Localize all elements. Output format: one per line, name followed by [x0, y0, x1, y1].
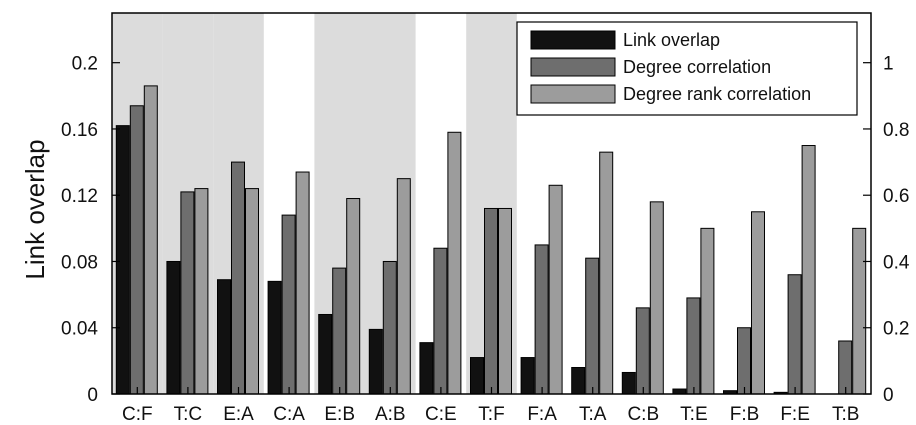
- bar-1-E-A: [231, 161, 245, 395]
- bar-1-C-E: [433, 247, 448, 395]
- bar-0-E-A: [217, 279, 231, 395]
- bar-2-F-A: [548, 184, 563, 395]
- x-tick-label: T:E: [680, 404, 707, 425]
- bar-0-C-A: [267, 280, 282, 395]
- y-tick-label: 0.08: [61, 252, 98, 273]
- bars-group: [115, 85, 867, 395]
- bar-2-F-B: [751, 211, 765, 395]
- bar-0-A-B: [368, 328, 383, 395]
- bar-0-T-F: [470, 357, 484, 395]
- x-tick-label: F:E: [780, 404, 810, 425]
- bar-1-C-B: [635, 307, 650, 395]
- bar-1-T-A: [585, 257, 600, 395]
- bar-0-E-B: [318, 313, 333, 395]
- bar-2-C-A: [295, 171, 310, 395]
- bar-2-C-E: [447, 131, 462, 395]
- bar-1-C-F: [129, 105, 144, 395]
- x-tick-label: F:A: [527, 404, 557, 425]
- x-tick-label: C:E: [425, 404, 457, 425]
- y-tick-label: 0.04: [61, 319, 98, 340]
- bar-2-T-A: [599, 151, 614, 395]
- bar-0-C-F: [115, 125, 130, 395]
- x-tick-label: F:B: [730, 404, 760, 425]
- y-tick-label: 0.12: [61, 186, 98, 207]
- legend: Link overlap Degree correlation Degree r…: [516, 21, 858, 116]
- bar-0-C-E: [419, 342, 434, 395]
- x-tick-label: T:F: [478, 404, 504, 425]
- bar-2-E-B: [346, 198, 361, 395]
- bar-2-C-F: [143, 85, 158, 395]
- x-tick-label: C:B: [627, 404, 659, 425]
- bar-1-T-B: [838, 340, 853, 395]
- legend-swatch-link-overlap: [530, 30, 616, 50]
- y2-tick-label: 0.2: [883, 319, 909, 340]
- bar-2-C-B: [649, 201, 664, 395]
- y2-tick-label: 0.6: [883, 186, 909, 207]
- x-tick-label: T:C: [174, 404, 203, 425]
- legend-swatch-degree-rank-correlation: [530, 84, 616, 104]
- y2-tick-label: 0.8: [883, 120, 909, 141]
- bar-1-F-B: [737, 327, 751, 395]
- bar-1-A-B: [382, 260, 397, 395]
- bar-0-C-B: [621, 371, 636, 395]
- bar-1-T-E: [686, 297, 701, 395]
- legend-label-link-overlap: Link overlap: [623, 30, 720, 50]
- x-tick-label: E:B: [324, 404, 355, 425]
- bar-2-A-B: [396, 178, 411, 395]
- bar-1-F-E: [787, 274, 802, 395]
- y2-tick-label: 1: [883, 54, 894, 75]
- bar-1-C-A: [281, 214, 296, 395]
- y-axis-title: Link overlap: [20, 139, 50, 279]
- bar-2-F-E: [801, 145, 816, 395]
- x-tick-label: C:F: [122, 404, 153, 425]
- bar-2-E-A: [245, 188, 259, 395]
- x-tick-label: E:A: [223, 404, 254, 425]
- bar-1-T-C: [180, 191, 195, 395]
- bar-2-T-F: [498, 207, 512, 395]
- y-tick-label: 0.2: [72, 54, 98, 75]
- x-tick-label: A:B: [375, 404, 406, 425]
- bar-0-T-A: [571, 366, 586, 395]
- bar-0-F-A: [520, 357, 535, 395]
- legend-label-degree-rank-correlation: Degree rank correlation: [623, 84, 811, 104]
- y2-tick-label: 0: [883, 385, 894, 406]
- y2-tick-label: 0.4: [883, 252, 910, 273]
- bar-1-E-B: [332, 267, 347, 395]
- legend-label-degree-correlation: Degree correlation: [623, 57, 771, 77]
- bar-2-T-E: [700, 227, 715, 395]
- bar-0-T-C: [166, 260, 181, 395]
- y-tick-label: 0.16: [61, 120, 98, 141]
- x-tick-label: C:A: [273, 404, 305, 425]
- bar-2-T-C: [194, 188, 209, 395]
- bar-1-T-F: [484, 207, 498, 395]
- bar-2-T-B: [852, 227, 867, 395]
- x-tick-label: T:B: [832, 404, 859, 425]
- bar-1-F-A: [534, 244, 549, 395]
- axes-group: 0 0.04 0.08 0.12 0.16 0.2 0 0.2 0.4 0.6 0.8 1 C:F T:C…: [61, 12, 910, 425]
- legend-swatch-degree-correlation: [530, 57, 616, 77]
- x-tick-label: T:A: [579, 404, 607, 425]
- y-tick-label: 0: [87, 385, 98, 406]
